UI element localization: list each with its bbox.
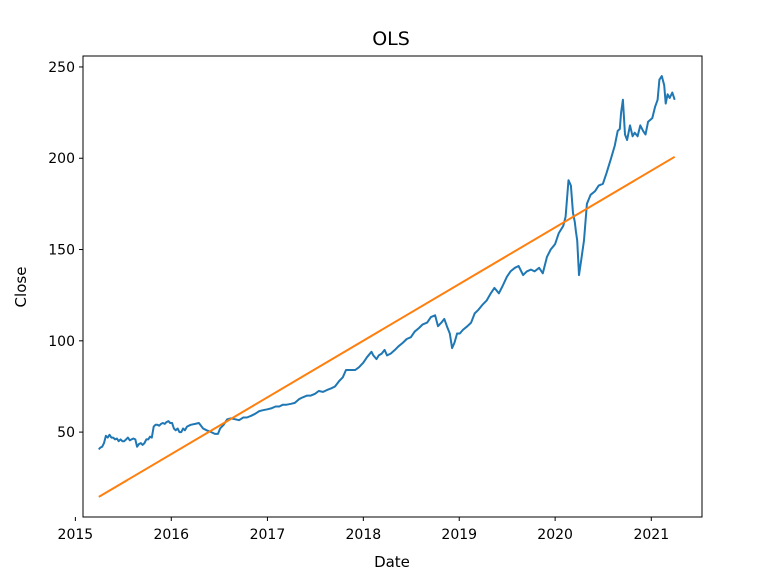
- x-tick-label: 2021: [633, 527, 669, 543]
- close-price-line: [98, 75, 676, 451]
- ols-fit-line: [98, 155, 676, 498]
- chart-title: OLS: [372, 28, 410, 50]
- y-tick-label: 200: [48, 151, 75, 167]
- y-tick-label: 100: [48, 334, 75, 350]
- y-tick-label: 250: [48, 60, 75, 76]
- y-tick-label: 150: [48, 243, 75, 259]
- y-tick-label: 50: [57, 425, 75, 441]
- x-tick-label: 2015: [58, 527, 94, 543]
- plot-frame: [82, 55, 703, 518]
- x-tick-label: 2019: [441, 527, 477, 543]
- x-axis-label: Date: [374, 553, 410, 571]
- x-axis: 2015 2016 2017 2018 2019 2020 2021: [58, 517, 669, 543]
- x-tick-label: 2017: [250, 527, 286, 543]
- plot-area: [83, 56, 702, 517]
- series-layer: [98, 75, 676, 498]
- x-tick-label: 2016: [153, 527, 189, 543]
- x-tick-label: 2020: [537, 527, 573, 543]
- x-tick-label: 2018: [346, 527, 382, 543]
- y-axis: 50 100 150 200 250: [48, 60, 83, 441]
- y-axis-label: Close: [12, 267, 30, 308]
